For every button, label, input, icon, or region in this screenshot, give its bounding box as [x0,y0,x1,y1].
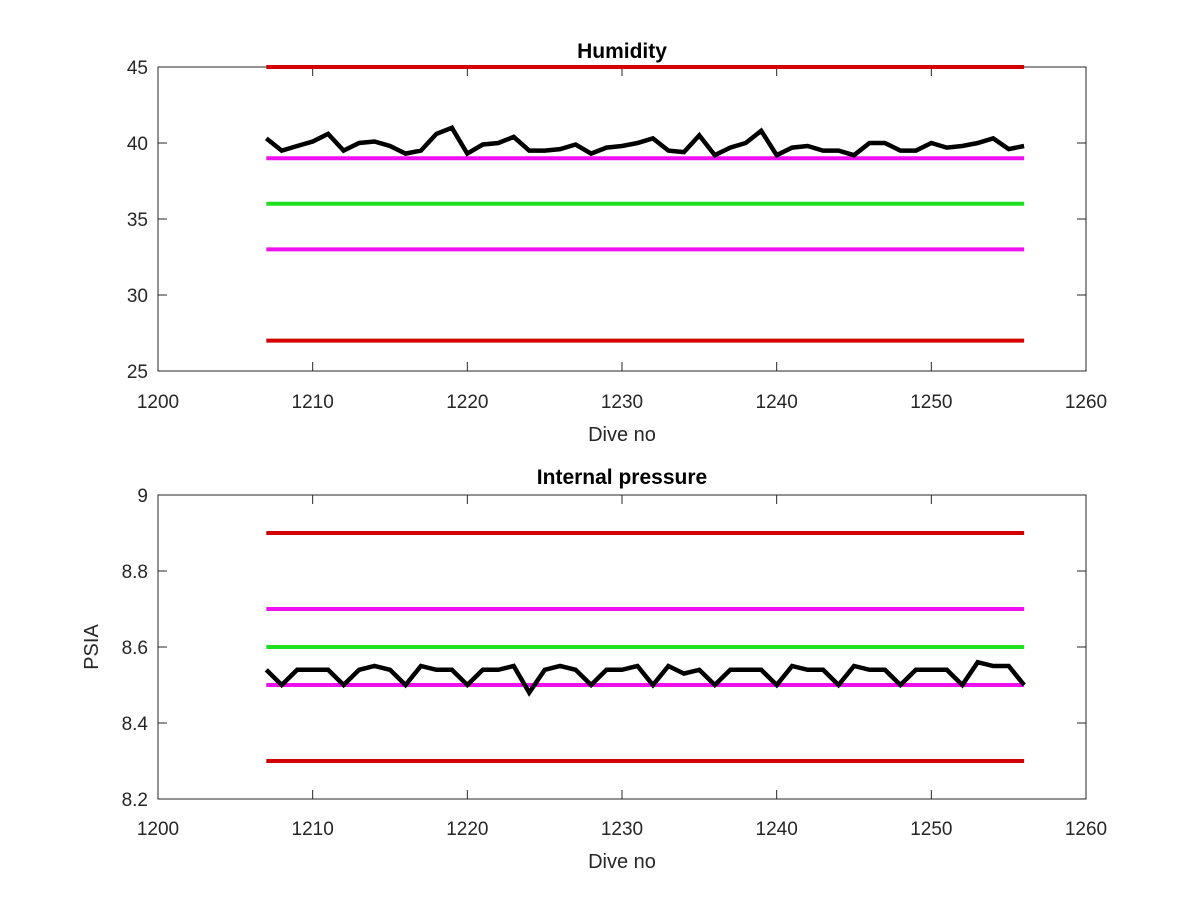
x-tick-label: 1220 [446,392,488,413]
y-tick-label: 30 [127,286,148,307]
x-tick-label: 1200 [137,392,179,413]
x-tick-label: 1240 [756,392,798,413]
internal-pressure-panel: 1200 1210 1220 1230 1240 1250 1260 8.2 8.4 8.6 8.8… [81,466,1107,873]
y-tick-label: 40 [127,134,148,155]
measurement-series-line [264,125,1025,159]
y-tick-label: 45 [127,58,148,79]
chart-title: Humidity [577,40,667,63]
x-tick-label: 1230 [601,819,643,840]
x-tick-label: 1230 [601,392,643,413]
y-tick-label: 8.4 [122,714,149,735]
axes-box [157,66,1087,372]
x-tick-label: 1220 [446,819,488,840]
x-tick-label: 1260 [1065,819,1107,840]
x-axis-label: Dive no [588,424,656,446]
x-tick-label: 1250 [910,392,952,413]
x-tick-label: 1210 [292,819,334,840]
x-tick-label: 1250 [910,819,952,840]
x-axis-label: Dive no [588,851,656,873]
y-axis-label: PSIA [81,624,103,670]
x-tick-label: 1200 [137,819,179,840]
y-tick-label: 25 [127,362,148,383]
measurement-series-line [264,659,1026,697]
humidity-panel: 1200 1210 1220 1230 1240 1250 1260 25 30 35 40 45 Hu… [127,40,1107,446]
x-tick-label: 1240 [756,819,798,840]
chart-title: Internal pressure [537,466,707,489]
y-tick-label: 8.8 [122,562,148,583]
x-tick-label: 1260 [1065,392,1107,413]
y-tick-label: 35 [127,210,148,231]
y-tick-label: 9 [137,486,148,507]
y-tick-label: 8.6 [122,638,148,659]
y-tick-label: 8.2 [122,790,148,811]
x-tick-label: 1210 [292,392,334,413]
